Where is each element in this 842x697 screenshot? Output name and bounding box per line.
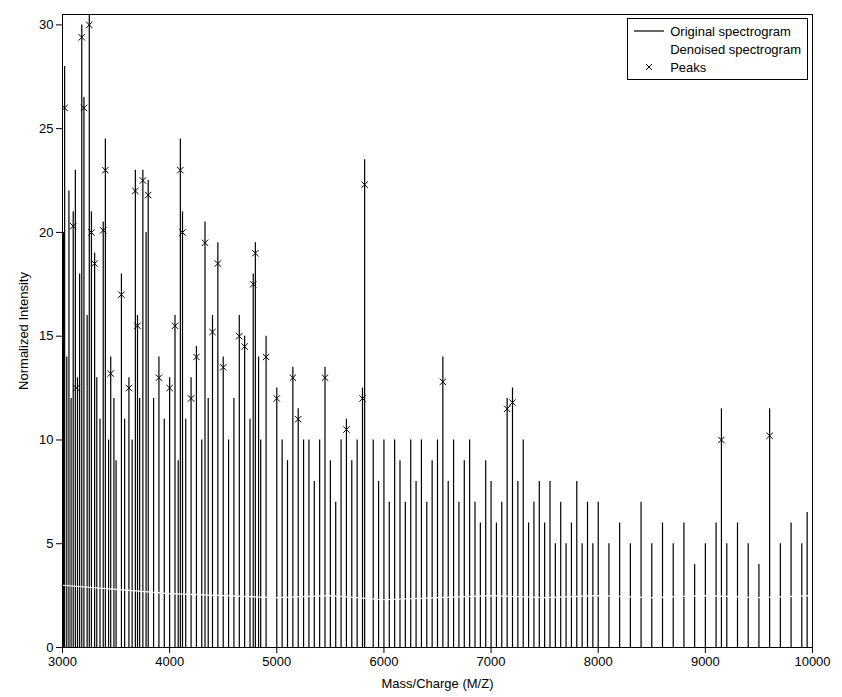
svg-text:4000: 4000 bbox=[155, 654, 184, 669]
svg-text:6000: 6000 bbox=[369, 654, 398, 669]
svg-text:30: 30 bbox=[39, 17, 53, 32]
html-text:Denoised spectrogram: Denoised spectrogram bbox=[670, 41, 801, 57]
html-text:Peaks: Peaks bbox=[670, 59, 707, 75]
svg-text:8000: 8000 bbox=[584, 654, 613, 669]
svg-text:10000: 10000 bbox=[794, 654, 830, 669]
svg-text:10: 10 bbox=[39, 432, 53, 447]
html-text:Original spectrogram: Original spectrogram bbox=[670, 23, 791, 39]
svg-text:0: 0 bbox=[46, 640, 53, 655]
svg-text:20: 20 bbox=[39, 225, 53, 240]
svg-text:5: 5 bbox=[46, 536, 53, 551]
svg-text:25: 25 bbox=[39, 121, 53, 136]
svg-text:Normalized Intensity: Normalized Intensity bbox=[16, 272, 31, 390]
svg-text:15: 15 bbox=[39, 328, 53, 343]
svg-text:5000: 5000 bbox=[262, 654, 291, 669]
svg-text:Mass/Charge (M/Z): Mass/Charge (M/Z) bbox=[382, 676, 494, 691]
svg-text:9000: 9000 bbox=[691, 654, 720, 669]
svg-text:3000: 3000 bbox=[48, 654, 77, 669]
svg-text:7000: 7000 bbox=[477, 654, 506, 669]
